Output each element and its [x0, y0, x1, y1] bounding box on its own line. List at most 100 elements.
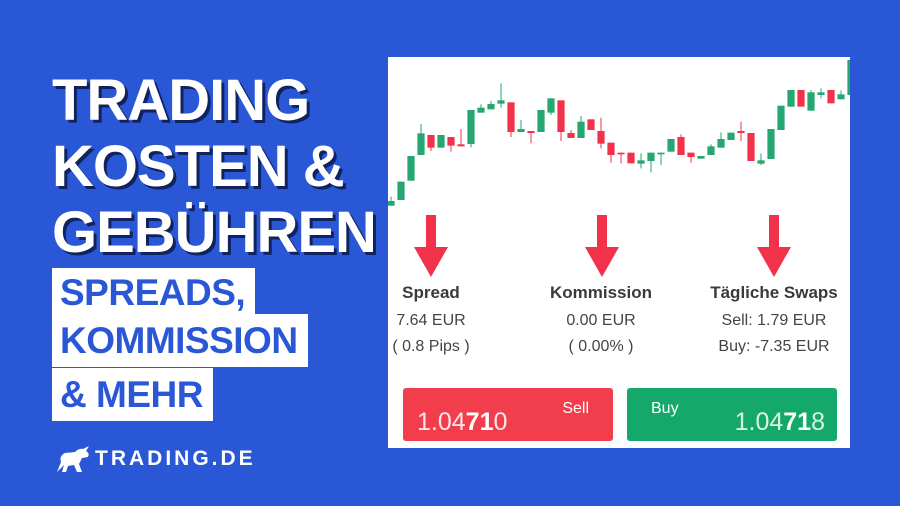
candle-body: [807, 92, 815, 111]
candle-body: [827, 90, 835, 104]
candle-body: [767, 129, 775, 159]
candle: [827, 90, 835, 104]
candle: [687, 152, 695, 163]
subtitle-spreads: SPREADS,: [52, 268, 256, 317]
sell-price: 1.04710: [417, 408, 508, 436]
candle: [447, 137, 455, 152]
candle: [807, 90, 815, 111]
candle: [717, 132, 725, 148]
candle-body: [388, 201, 395, 206]
spread-title: Spread: [402, 283, 460, 302]
candle-body: [697, 156, 705, 159]
candle: [627, 152, 635, 164]
buy-label: Buy: [651, 400, 679, 417]
candle: [617, 152, 625, 164]
candle: [677, 134, 685, 155]
candle: [597, 117, 605, 149]
candle-body: [637, 160, 645, 164]
arrow-down-icon: [585, 215, 619, 277]
spread-value: 7.64 EUR: [396, 312, 466, 329]
candle: [707, 144, 715, 155]
candle: [477, 104, 485, 113]
candle: [657, 152, 665, 165]
candle-body: [437, 135, 445, 148]
candle-body: [407, 156, 415, 181]
swaps-column: Tägliche Swaps Sell: 1.79 EUR Buy: -7.35…: [689, 283, 859, 355]
candle: [467, 110, 475, 148]
candle: [767, 129, 775, 159]
candle-body: [427, 135, 435, 148]
candle-body: [537, 110, 545, 132]
candle-body: [837, 94, 845, 100]
candle: [527, 131, 535, 144]
kommission-title: Kommission: [549, 283, 653, 302]
candle-body: [467, 110, 475, 144]
candle-body: [687, 152, 695, 157]
kommission-column: Kommission 0.00 EUR ( 0.00% ): [516, 283, 686, 355]
candle: [607, 142, 615, 163]
candle-body: [797, 90, 805, 107]
candle-body: [597, 131, 605, 144]
candle-body: [747, 133, 755, 161]
spread-pips: ( 0.8 Pips ): [392, 338, 470, 355]
candle-body: [517, 129, 525, 132]
candle: [837, 90, 845, 100]
candle-body: [617, 152, 625, 155]
candle-body: [567, 133, 575, 138]
candle-body: [657, 152, 665, 155]
subtitle-mehr: & MEHR: [52, 368, 213, 421]
swaps-title: Tägliche Swaps: [710, 283, 838, 302]
candle-body: [817, 92, 825, 95]
candle: [727, 132, 735, 140]
candlestick-chart: [388, 60, 850, 206]
candle-body: [497, 100, 505, 104]
candle-body: [477, 107, 485, 113]
candle: [497, 83, 505, 108]
candle: [457, 129, 465, 147]
candle-body: [417, 133, 425, 155]
candle: [547, 98, 555, 115]
candle-body: [507, 102, 515, 132]
candle: [517, 120, 525, 132]
candle: [417, 124, 425, 155]
candle-body: [677, 137, 685, 155]
candle: [777, 105, 785, 130]
sell-button[interactable]: 1.04710 Sell: [403, 388, 613, 441]
swaps-buy: Buy: -7.35 EUR: [718, 338, 830, 355]
candle: [407, 156, 415, 181]
candle: [747, 133, 755, 161]
candle: [587, 119, 595, 130]
candle: [567, 130, 575, 138]
kommission-percent: ( 0.00% ): [568, 338, 634, 355]
candle: [427, 135, 435, 151]
headline-line-2: KOSTEN &: [52, 134, 345, 199]
candle-body: [577, 121, 585, 138]
candle-body: [397, 181, 405, 200]
candle-body: [757, 160, 765, 164]
arrow-down-icon: [414, 215, 448, 277]
candle-body: [717, 139, 725, 148]
buy-button[interactable]: Buy 1.04718: [627, 388, 837, 441]
candle-body: [587, 119, 595, 130]
candle: [397, 181, 405, 200]
candle-body: [457, 144, 465, 147]
candle: [647, 152, 655, 173]
candle: [388, 196, 395, 206]
headline-line-3: GEBÜHREN: [52, 200, 377, 265]
buy-price: 1.04718: [734, 408, 825, 436]
kommission-value: 0.00 EUR: [566, 312, 636, 329]
candle: [577, 116, 585, 138]
arrow-down-icon: [757, 215, 791, 277]
candle-body: [487, 104, 495, 110]
candle-body: [527, 131, 535, 133]
sell-label: Sell: [562, 400, 589, 417]
candle-body: [727, 132, 735, 140]
candle: [737, 121, 745, 141]
candle: [557, 100, 565, 141]
candle: [487, 101, 495, 110]
candle-body: [647, 152, 655, 161]
candle: [797, 90, 805, 107]
candle: [637, 153, 645, 169]
candle-body: [707, 146, 715, 155]
candle-body: [667, 139, 675, 152]
